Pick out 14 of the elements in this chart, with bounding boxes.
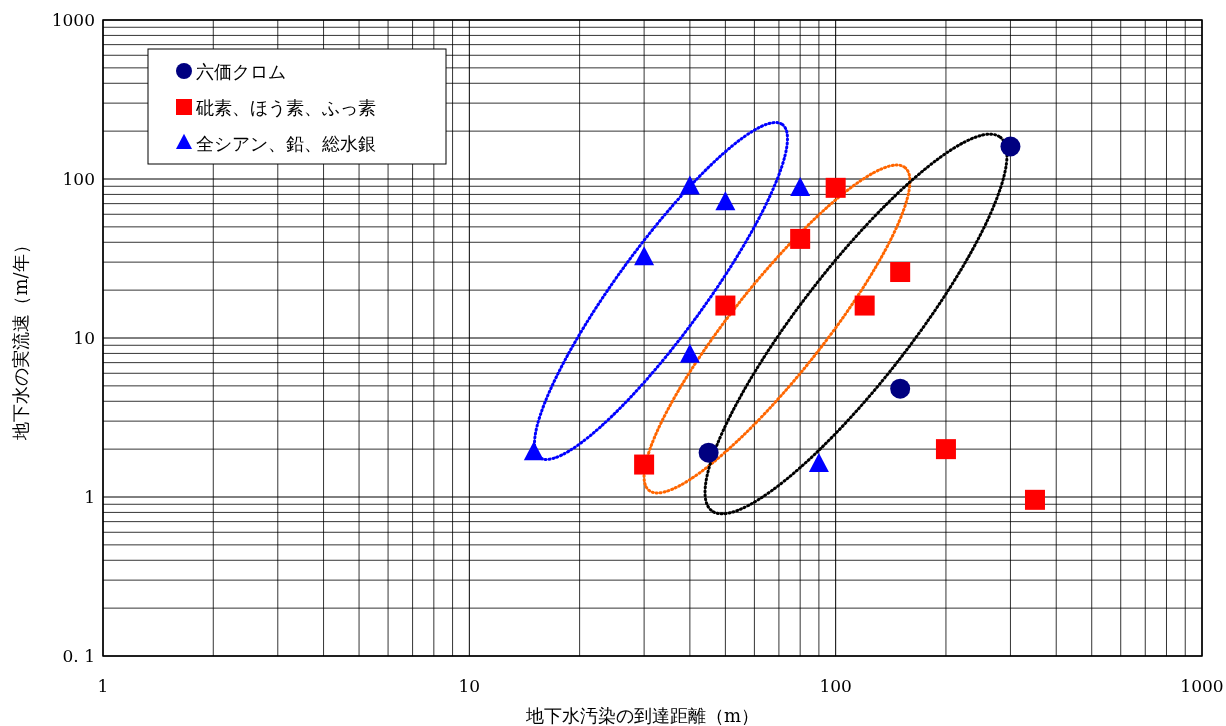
legend-label: 砒素、ほう素、ふっ素 (195, 97, 376, 118)
x-tick-label: 10 (458, 676, 481, 696)
x-axis-title: 地下水汚染の到達距離（m） (524, 705, 760, 726)
x-tick-label: 100 (819, 676, 852, 696)
x-tick-label: 1 (97, 676, 109, 696)
y-tick-label: 10 (73, 328, 95, 348)
y-tick-label: 1 (84, 487, 95, 507)
legend-label: 六価クロム (196, 61, 286, 82)
y-tick-label: 0. 1 (62, 646, 95, 666)
y-tick-label: 1000 (51, 10, 95, 30)
x-tick-label: 1000 (1180, 676, 1224, 696)
y-tick-label: 100 (62, 169, 95, 189)
y-axis-title: 地下水の実流速（m/年） (10, 236, 31, 441)
legend-label: 全シアン、鉛、総水銀 (196, 133, 376, 154)
